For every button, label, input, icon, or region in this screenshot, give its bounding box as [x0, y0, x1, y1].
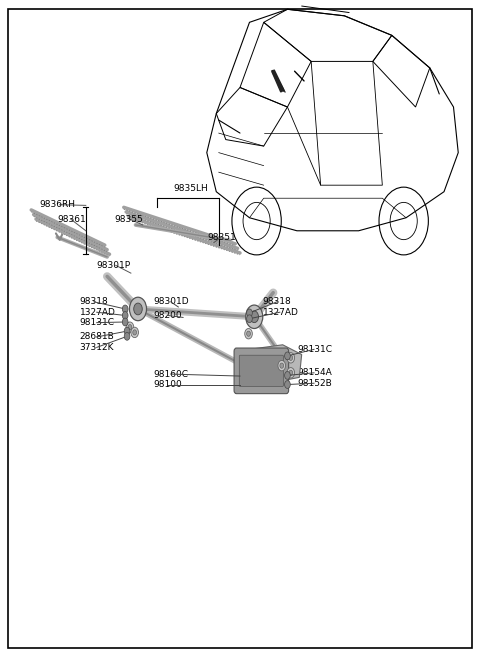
- Circle shape: [289, 370, 293, 375]
- Circle shape: [247, 315, 252, 323]
- Circle shape: [280, 363, 284, 368]
- Text: 9835LH: 9835LH: [174, 184, 208, 193]
- Circle shape: [246, 305, 263, 328]
- Circle shape: [285, 380, 290, 388]
- Text: 98160C: 98160C: [154, 370, 189, 378]
- Text: 98152B: 98152B: [297, 378, 332, 388]
- FancyBboxPatch shape: [240, 355, 283, 386]
- Text: 98131C: 98131C: [80, 318, 115, 327]
- Circle shape: [285, 371, 290, 379]
- Text: 98361: 98361: [57, 215, 86, 223]
- Text: 98154A: 98154A: [297, 369, 332, 377]
- Circle shape: [122, 311, 128, 319]
- Circle shape: [278, 361, 286, 371]
- Circle shape: [124, 332, 130, 340]
- Circle shape: [247, 309, 252, 317]
- Polygon shape: [250, 345, 301, 384]
- Text: 9836RH: 9836RH: [40, 200, 76, 209]
- Text: 98351: 98351: [208, 233, 237, 242]
- Text: 98131C: 98131C: [297, 345, 332, 354]
- Circle shape: [247, 331, 251, 336]
- Circle shape: [122, 305, 128, 313]
- Text: 98318: 98318: [80, 297, 108, 306]
- Text: 98355: 98355: [114, 215, 143, 223]
- Polygon shape: [272, 70, 284, 92]
- Circle shape: [134, 303, 142, 315]
- Circle shape: [124, 327, 130, 335]
- Text: 28681B: 28681B: [80, 332, 114, 342]
- Text: 37312K: 37312K: [80, 343, 114, 352]
- Circle shape: [131, 327, 138, 338]
- Circle shape: [287, 367, 295, 378]
- Circle shape: [289, 355, 293, 361]
- Circle shape: [128, 325, 132, 330]
- Circle shape: [133, 330, 137, 335]
- FancyBboxPatch shape: [234, 348, 288, 394]
- Circle shape: [130, 297, 146, 321]
- Circle shape: [250, 311, 259, 323]
- Circle shape: [287, 353, 295, 363]
- Text: 98301D: 98301D: [154, 297, 189, 306]
- Circle shape: [126, 322, 134, 332]
- Circle shape: [245, 328, 252, 339]
- Text: 1327AD: 1327AD: [80, 307, 116, 317]
- Circle shape: [122, 318, 128, 326]
- Circle shape: [285, 352, 290, 360]
- Text: 98100: 98100: [154, 380, 182, 389]
- Text: 98200: 98200: [154, 311, 182, 320]
- Text: 98301P: 98301P: [96, 261, 131, 270]
- Text: 1327AD: 1327AD: [263, 307, 299, 317]
- Text: 98318: 98318: [263, 297, 291, 306]
